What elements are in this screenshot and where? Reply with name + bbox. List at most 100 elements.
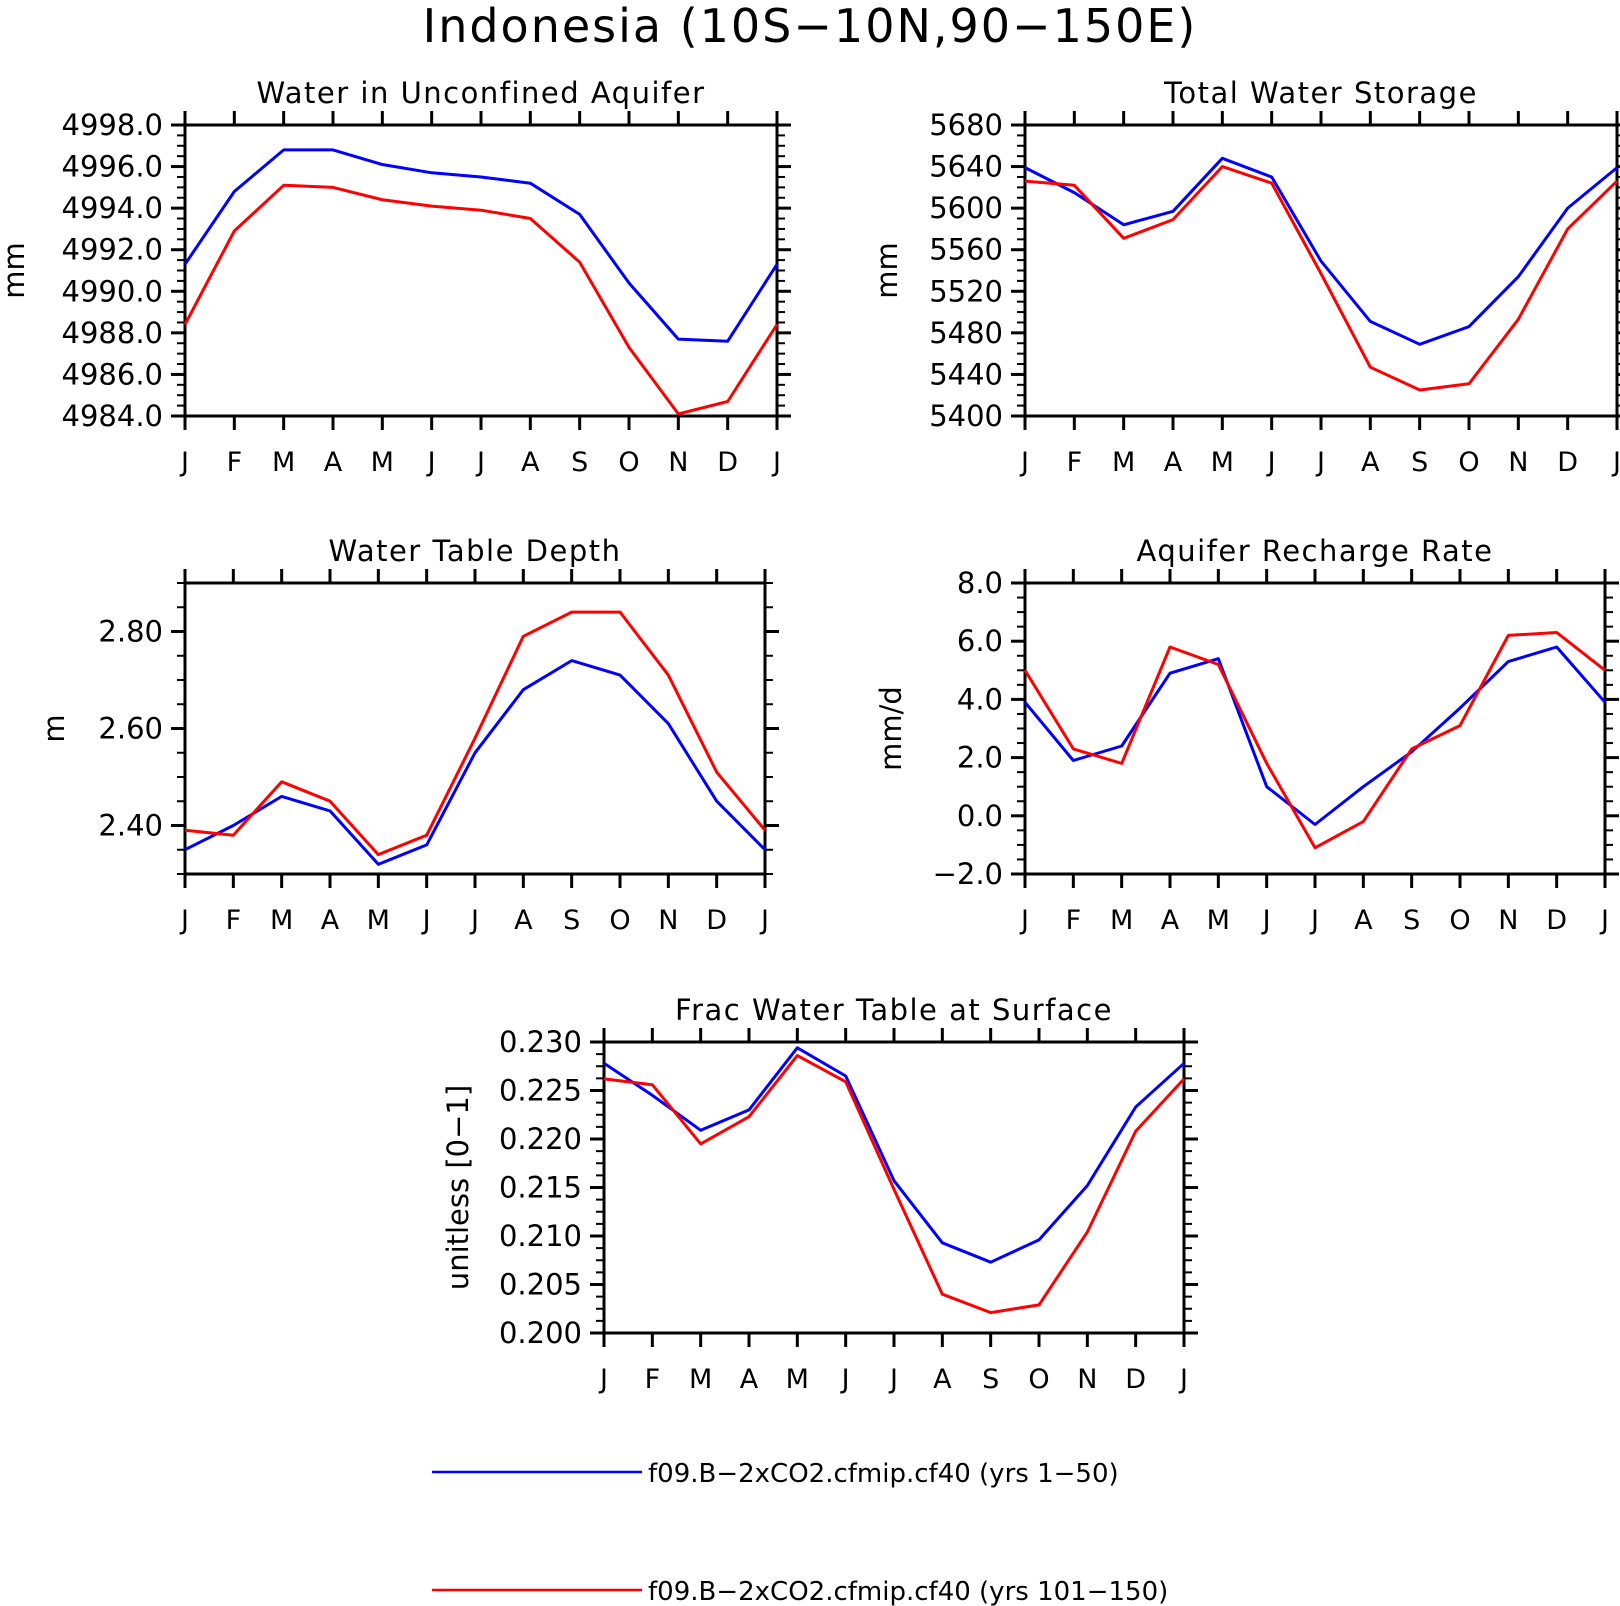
- y-tick-label: 5600: [929, 191, 1003, 225]
- x-tick-label: F: [1067, 447, 1083, 478]
- y-tick-label: 4992.0: [62, 233, 163, 267]
- y-tick-label: 2.80: [98, 615, 163, 649]
- x-tick-label: J: [1315, 447, 1325, 478]
- y-tick-label: −2.0: [933, 857, 1003, 891]
- x-tick-label: N: [668, 447, 688, 478]
- x-tick-label: J: [1261, 905, 1271, 936]
- x-tick-label: S: [982, 1364, 999, 1395]
- y-tick-label: 2.40: [98, 809, 163, 843]
- y-tick-label: 6.0: [957, 624, 1003, 658]
- y-tick-label: 5400: [929, 399, 1003, 433]
- x-tick-label: F: [1066, 905, 1082, 936]
- x-tick-label: M: [786, 1364, 809, 1395]
- y-tick-label: 5520: [929, 274, 1003, 308]
- y-tick-label: 0.205: [499, 1268, 582, 1302]
- x-tick-label: J: [771, 447, 781, 478]
- y-axis-label: mm: [0, 242, 31, 299]
- x-tick-label: J: [598, 1364, 608, 1395]
- x-tick-label: O: [1028, 1364, 1049, 1395]
- x-tick-label: N: [1508, 447, 1528, 478]
- x-tick-label: J: [179, 447, 189, 478]
- y-axis-label: m: [37, 714, 71, 742]
- series-line-2: [184, 610, 767, 857]
- y-tick-label: 0.225: [499, 1074, 582, 1108]
- y-tick-label: 0.215: [499, 1171, 582, 1205]
- y-tick-label: 4.0: [957, 682, 1003, 716]
- x-tick-label: S: [1411, 447, 1428, 478]
- y-tick-label: 2.0: [957, 741, 1003, 775]
- x-tick-label: J: [1611, 447, 1620, 478]
- panel-title: Frac Water Table at Surface: [675, 993, 1113, 1027]
- y-tick-label: 5440: [929, 357, 1003, 391]
- x-tick-label: J: [759, 905, 769, 936]
- x-tick-label: A: [1361, 447, 1380, 478]
- x-tick-label: D: [1125, 1364, 1146, 1395]
- series-line-1: [603, 1046, 1186, 1264]
- x-tick-label: A: [933, 1364, 952, 1395]
- x-tick-label: A: [514, 905, 533, 936]
- y-tick-label: 4986.0: [62, 357, 163, 391]
- x-tick-label: S: [1403, 905, 1420, 936]
- y-tick-label: 4988.0: [62, 316, 163, 350]
- panel-title: Aquifer Recharge Rate: [1136, 534, 1493, 568]
- y-tick-label: 4996.0: [62, 150, 163, 184]
- y-tick-label: 0.0: [957, 799, 1003, 833]
- x-tick-label: J: [179, 905, 189, 936]
- x-tick-label: J: [1019, 447, 1029, 478]
- x-tick-label: J: [1019, 905, 1029, 936]
- x-tick-label: D: [717, 447, 738, 478]
- series-line-2: [603, 1054, 1186, 1315]
- x-tick-label: M: [272, 447, 295, 478]
- series-line-2: [183, 183, 779, 416]
- y-tick-label: 8.0: [957, 566, 1003, 600]
- x-tick-label: S: [571, 447, 588, 478]
- x-tick-label: M: [1207, 905, 1230, 936]
- x-tick-label: S: [563, 905, 580, 936]
- x-tick-label: J: [475, 447, 485, 478]
- y-tick-label: 4998.0: [62, 108, 163, 142]
- x-tick-label: J: [426, 447, 436, 478]
- x-tick-label: J: [469, 905, 479, 936]
- x-tick-label: J: [840, 1364, 850, 1395]
- x-tick-label: D: [1546, 905, 1567, 936]
- x-tick-label: M: [1112, 447, 1135, 478]
- y-tick-label: 5560: [929, 233, 1003, 267]
- x-tick-label: J: [1599, 905, 1609, 936]
- y-tick-label: 4990.0: [62, 274, 163, 308]
- y-tick-label: 0.220: [499, 1122, 582, 1156]
- series-line-1: [183, 148, 779, 343]
- x-tick-label: M: [367, 905, 390, 936]
- y-tick-label: 0.210: [499, 1219, 582, 1253]
- x-tick-label: J: [1309, 905, 1319, 936]
- x-tick-label: N: [1498, 905, 1518, 936]
- x-tick-label: F: [226, 905, 242, 936]
- x-tick-label: M: [371, 447, 394, 478]
- x-tick-label: O: [1449, 905, 1470, 936]
- y-tick-label: 4994.0: [62, 191, 163, 225]
- series-line-2: [1023, 631, 1606, 850]
- plot-frame: [1023, 581, 1607, 876]
- y-tick-label: 5480: [929, 316, 1003, 350]
- x-tick-label: A: [1161, 905, 1180, 936]
- y-axis-label: mm/d: [874, 686, 908, 771]
- y-axis-label: unitless [0−1]: [441, 1085, 475, 1290]
- y-tick-label: 5640: [929, 150, 1003, 184]
- x-tick-label: N: [1077, 1364, 1097, 1395]
- x-tick-label: A: [521, 447, 540, 478]
- series-line-1: [184, 659, 767, 866]
- x-tick-label: M: [1211, 447, 1234, 478]
- legend: f09.B−2xCO2.cfmip.cf40 (yrs 1−50) f09.B−…: [432, 1459, 1168, 1606]
- x-tick-label: D: [1557, 447, 1578, 478]
- figure-title: Indonesia (10S−10N,90−150E): [423, 0, 1198, 53]
- x-tick-label: J: [1266, 447, 1276, 478]
- x-tick-label: A: [321, 905, 340, 936]
- legend-label-series-2: f09.B−2xCO2.cfmip.cf40 (yrs 101−150): [648, 1577, 1168, 1606]
- y-tick-label: 2.60: [98, 712, 163, 746]
